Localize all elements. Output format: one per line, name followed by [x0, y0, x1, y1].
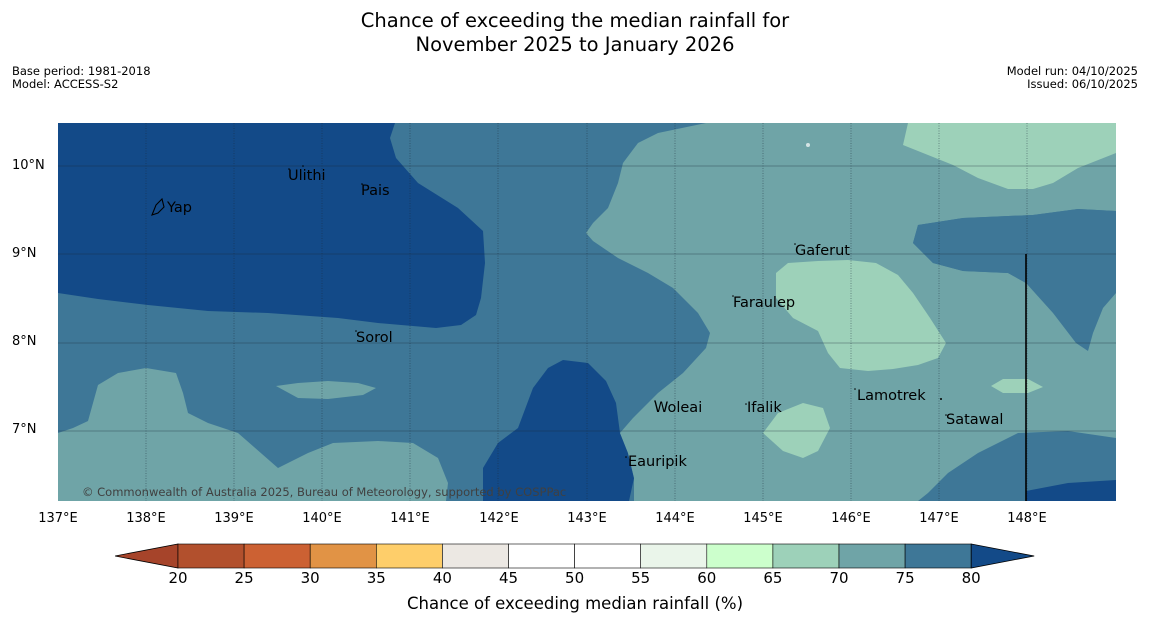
region-65-70-central: [776, 260, 946, 371]
colorbar-segment: [375, 543, 443, 569]
place-ifalik: Ifalik: [747, 400, 782, 416]
place-gaferut: Gaferut: [795, 243, 850, 259]
region-80plus-southeast: [1026, 480, 1116, 501]
region-80plus-northwest: [58, 123, 485, 328]
lon-label-142e: 142°E: [479, 511, 519, 526]
region-75-80-east: [913, 209, 1116, 351]
colorbar-segment: [640, 543, 708, 569]
lon-label-138e: 138°E: [126, 511, 166, 526]
lon-label-146e: 146°E: [831, 511, 871, 526]
lat-label-9n: 9°N: [12, 246, 37, 261]
region-65-70-south: [763, 403, 830, 458]
colorbar-tick-label: 55: [631, 569, 651, 587]
colorbar-tick-label: 65: [763, 569, 783, 587]
lon-label-141e: 141°E: [390, 511, 430, 526]
copyright-notice: © Commonwealth of Australia 2025, Bureau…: [82, 485, 567, 499]
colorbar-segment: [309, 543, 377, 569]
region-65-70-northeast: [903, 123, 1116, 189]
colorbar-segment: [508, 543, 575, 569]
issued-date: Issued: 06/10/2025: [1027, 77, 1138, 91]
region-70-75-southwest: [58, 368, 448, 501]
latitude-lines: [58, 165, 1116, 432]
colorbar-tick-label: 80: [961, 569, 981, 587]
place-satawal: Satawal: [946, 412, 1004, 428]
lon-label-144e: 144°E: [655, 511, 695, 526]
region-80plus-south: [483, 360, 634, 501]
lon-label-137e: 137°E: [38, 511, 78, 526]
colorbar-segment: [772, 543, 840, 569]
region-65-70-tiny: [991, 379, 1043, 393]
lon-label-145e: 145°E: [743, 511, 783, 526]
yap-island-outline: [151, 197, 165, 216]
colorbar-segment: [574, 543, 642, 569]
colorbar: [115, 543, 1035, 569]
meta-left: Base period: 1981-2018 Model: ACCESS-S2: [12, 65, 151, 91]
colorbar-label: Chance of exceeding median rainfall (%): [406, 594, 744, 613]
colorbar-tick-label: 70: [829, 569, 849, 587]
lat-label-7n: 7°N: [12, 422, 37, 437]
base-period: Base period: 1981-2018: [12, 64, 151, 78]
colorbar-segment: [706, 543, 774, 569]
place-ulithi: Ulithi: [288, 168, 326, 184]
lon-label-143e: 143°E: [567, 511, 607, 526]
place-pais: Pais: [361, 183, 390, 199]
colorbar-segment: [442, 543, 509, 569]
place-yap: Yap: [167, 200, 192, 216]
colorbar-tick-label: 35: [366, 569, 386, 587]
place-eauripik: Eauripik: [628, 454, 687, 470]
rainfall-map: [58, 123, 1116, 501]
model-run: Model run: 04/10/2025: [1006, 64, 1138, 78]
tiny-island: [806, 143, 810, 147]
colorbar-segment: [904, 543, 972, 569]
region-70-75-lens: [276, 381, 376, 399]
colorbar-segment: [243, 543, 311, 569]
graticule: [145, 123, 1028, 501]
place-faraulep: Faraulep: [733, 295, 796, 311]
lon-label-140e: 140°E: [302, 511, 342, 526]
colorbar-tick-label: 30: [300, 569, 320, 587]
colorbar-tick-label: 40: [432, 569, 452, 587]
colorbar-tick-label: 25: [234, 569, 254, 587]
chart-title-line2: November 2025 to January 2026: [415, 33, 735, 56]
colorbar-segments: [115, 543, 1035, 569]
place-sorol: Sorol: [356, 330, 393, 346]
lon-label-148e: 148°E: [1007, 511, 1047, 526]
colorbar-extend-low: [115, 543, 179, 569]
colorbar-tick-label: 75: [895, 569, 915, 587]
lat-label-10n: 10°N: [12, 158, 45, 173]
colorbar-tick-label: 20: [168, 569, 188, 587]
lon-label-139e: 139°E: [214, 511, 254, 526]
colorbar-tick-label: 60: [697, 569, 717, 587]
atoll-markers: [288, 165, 947, 458]
colorbar-segment: [177, 543, 245, 569]
meta-right: Model run: 04/10/2025 Issued: 06/10/2025: [1007, 65, 1138, 91]
colorbar-tick-label: 50: [565, 569, 585, 587]
lon-label-147e: 147°E: [919, 511, 959, 526]
place-lamotrek: Lamotrek: [857, 388, 926, 404]
colorbar-segment: [838, 543, 906, 569]
lat-label-8n: 8°N: [12, 334, 37, 349]
model-name: Model: ACCESS-S2: [12, 77, 119, 91]
chart-title-line1: Chance of exceeding the median rainfall …: [360, 9, 790, 32]
place-woleai: Woleai: [654, 400, 703, 416]
colorbar-extend-high: [970, 543, 1035, 569]
colorbar-tick-label: 45: [498, 569, 519, 587]
